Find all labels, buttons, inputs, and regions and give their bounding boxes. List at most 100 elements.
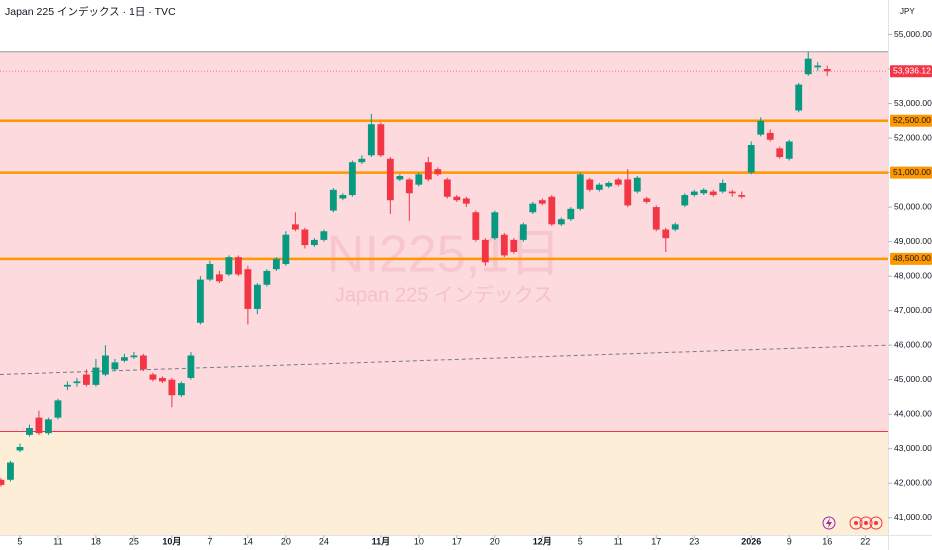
y-tick-label: 44,000.00 — [894, 408, 932, 418]
candle-body — [301, 229, 309, 246]
candle-body — [0, 479, 5, 485]
candle-body — [377, 124, 385, 156]
candle-body — [225, 257, 233, 275]
candle-body — [187, 355, 195, 378]
candle-body — [54, 400, 62, 418]
candle-body — [177, 383, 185, 396]
candle-body — [804, 58, 812, 75]
candle-body — [149, 374, 157, 380]
candle-body — [519, 224, 527, 240]
candle-body — [690, 191, 698, 196]
x-tick-label: 23 — [689, 536, 699, 546]
x-tick-label: 11 — [614, 536, 623, 546]
x-tick-label: 7 — [207, 536, 212, 546]
chart-title: Japan 225 インデックス · 1日 · TVC — [5, 5, 176, 18]
event-icon[interactable] — [859, 516, 873, 530]
candle-body — [548, 196, 556, 225]
x-tick-label: 12月 — [533, 536, 552, 546]
candle-body — [453, 196, 461, 201]
alert-icon[interactable] — [822, 516, 836, 530]
zone — [0, 51, 888, 432]
candle-body — [415, 174, 423, 185]
candle-body — [472, 212, 480, 240]
candle-body — [45, 419, 52, 434]
y-tick-label: 52,000.00 — [894, 132, 932, 142]
candle-body — [282, 234, 290, 265]
y-tick-label: 55,000.00 — [894, 29, 932, 39]
candle-body — [481, 239, 489, 263]
watermark-subtitle: Japan 225 インデックス — [335, 283, 553, 306]
x-tick-label: 2026 — [741, 536, 761, 546]
candle-body — [272, 258, 280, 270]
candle-body — [102, 355, 109, 375]
y-tick-label: 43,000.00 — [894, 443, 932, 453]
candle-body — [443, 179, 451, 197]
level-label-box — [890, 114, 932, 127]
event-icon[interactable] — [849, 516, 863, 530]
candle-body — [557, 219, 565, 225]
candle-body — [462, 198, 470, 204]
candle-body — [776, 148, 784, 158]
candle-body — [681, 195, 689, 206]
candle-body — [92, 367, 100, 385]
event-icon[interactable] — [869, 516, 883, 530]
candle-body — [823, 69, 831, 72]
candle-body — [538, 200, 546, 204]
y-tick-label: 42,000.00 — [894, 477, 932, 487]
x-tick-label: 10月 — [162, 536, 181, 546]
candle-body — [339, 195, 347, 199]
y-tick-label: 53,000.00 — [894, 98, 932, 108]
x-tick-label: 20 — [490, 536, 500, 546]
x-tick-label: 5 — [17, 536, 22, 546]
candle-body — [348, 162, 356, 196]
candle-body — [605, 182, 613, 187]
x-tick-label: 16 — [822, 536, 832, 546]
x-tick-label: 10 — [414, 536, 424, 546]
level-label: 52,500.00 — [893, 115, 931, 125]
candle-body — [310, 239, 318, 246]
event-dot — [864, 521, 868, 525]
y-tick-label: 48,000.00 — [894, 270, 932, 280]
candle-body — [595, 184, 603, 190]
candle-body — [795, 84, 803, 111]
trend-line — [0, 344, 889, 375]
candle-body — [83, 374, 90, 385]
candle-body — [358, 158, 366, 163]
candle-body — [215, 274, 223, 282]
candle-body — [738, 195, 746, 197]
x-tick-label: 24 — [319, 536, 329, 546]
candle-body — [614, 179, 622, 185]
candle-body — [719, 182, 727, 192]
candle-body — [728, 191, 736, 194]
candle-body — [120, 357, 128, 361]
candle-body — [64, 384, 71, 387]
last-price-box — [890, 65, 932, 78]
event-dot — [854, 521, 858, 525]
candle-body — [244, 269, 252, 309]
candle-body — [633, 177, 641, 192]
candle-body — [529, 203, 537, 213]
candle-body — [168, 379, 176, 396]
y-tick-label: 46,000.00 — [894, 339, 932, 349]
lightning — [826, 518, 832, 528]
x-tick-label: 20 — [281, 536, 291, 546]
candle-body — [747, 144, 755, 173]
candle-body — [500, 234, 508, 256]
candle-body — [26, 428, 33, 435]
candle-body — [576, 174, 584, 209]
candle-body — [652, 207, 660, 230]
level-label: 51,000.00 — [893, 167, 931, 177]
x-tick-label: 5 — [578, 536, 583, 546]
y-tick-label: 47,000.00 — [894, 305, 932, 315]
bottom-icons[interactable] — [822, 516, 883, 530]
x-tick-label: 17 — [651, 536, 661, 546]
candle-body — [130, 355, 138, 358]
candle-body — [73, 381, 81, 384]
x-tick-label: 22 — [860, 536, 870, 546]
y-tick-label: 49,000.00 — [894, 236, 932, 246]
candle-body — [396, 176, 404, 180]
y-tick-label: 50,000.00 — [894, 201, 932, 211]
